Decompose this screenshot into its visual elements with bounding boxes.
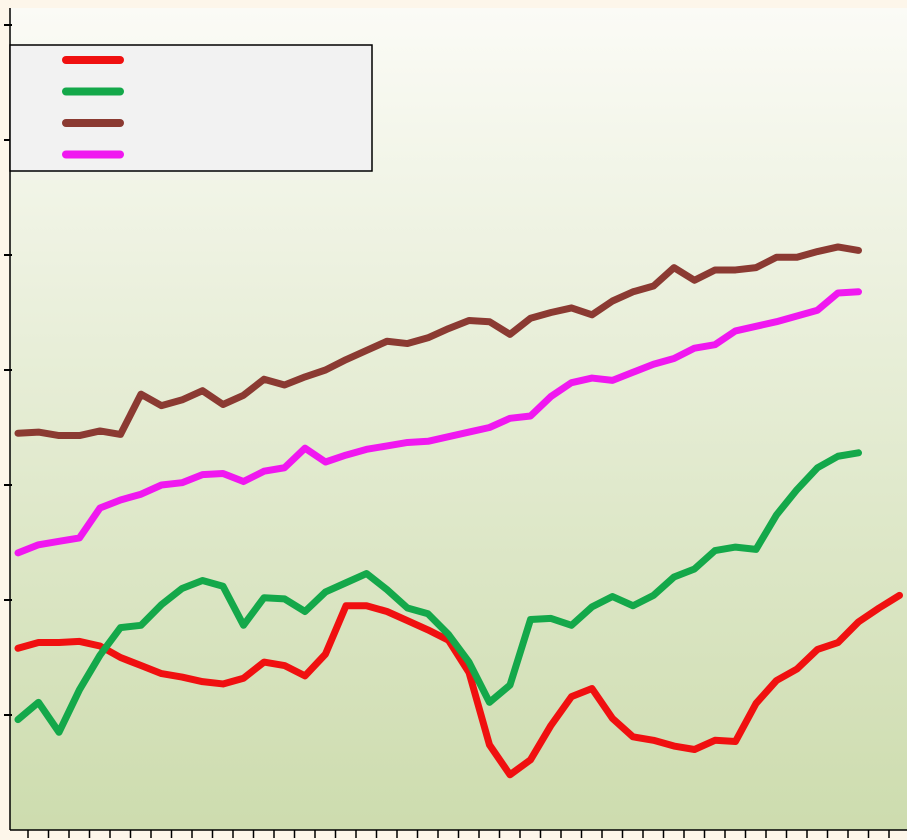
series-line — [14, 288, 862, 557]
series-line — [14, 449, 862, 736]
series-line — [14, 591, 903, 779]
legend-box — [9, 44, 373, 172]
series-line — [14, 243, 862, 440]
